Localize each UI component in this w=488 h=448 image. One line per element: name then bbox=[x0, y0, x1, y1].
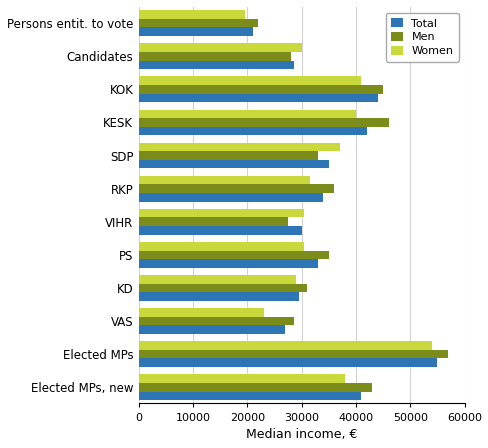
Bar bbox=[139, 77, 361, 85]
Bar bbox=[139, 60, 293, 69]
Bar bbox=[139, 209, 304, 217]
Bar bbox=[139, 142, 339, 151]
Bar bbox=[139, 193, 323, 202]
Legend: Total, Men, Women: Total, Men, Women bbox=[385, 13, 458, 62]
Bar bbox=[139, 127, 366, 135]
Bar bbox=[139, 160, 328, 168]
Bar bbox=[139, 383, 371, 392]
Bar bbox=[139, 52, 290, 60]
Bar bbox=[139, 185, 334, 193]
Bar bbox=[139, 350, 447, 358]
Bar bbox=[139, 259, 317, 268]
Bar bbox=[139, 375, 345, 383]
Bar bbox=[139, 94, 377, 102]
Bar bbox=[139, 110, 355, 118]
Bar bbox=[139, 118, 388, 127]
Bar bbox=[139, 85, 383, 94]
Bar bbox=[139, 341, 431, 350]
Bar bbox=[139, 242, 304, 250]
Bar bbox=[139, 358, 437, 367]
Bar bbox=[139, 176, 309, 185]
Bar bbox=[139, 217, 287, 226]
Bar bbox=[139, 317, 293, 325]
X-axis label: Median income, €: Median income, € bbox=[245, 428, 357, 441]
Bar bbox=[139, 151, 317, 160]
Bar bbox=[139, 292, 298, 301]
Bar bbox=[139, 325, 285, 334]
Bar bbox=[139, 284, 306, 292]
Bar bbox=[139, 10, 244, 19]
Bar bbox=[139, 250, 328, 259]
Bar bbox=[139, 226, 301, 235]
Bar bbox=[139, 275, 296, 284]
Bar bbox=[139, 308, 263, 317]
Bar bbox=[139, 392, 361, 400]
Bar bbox=[139, 43, 301, 52]
Bar bbox=[139, 27, 252, 36]
Bar bbox=[139, 19, 258, 27]
